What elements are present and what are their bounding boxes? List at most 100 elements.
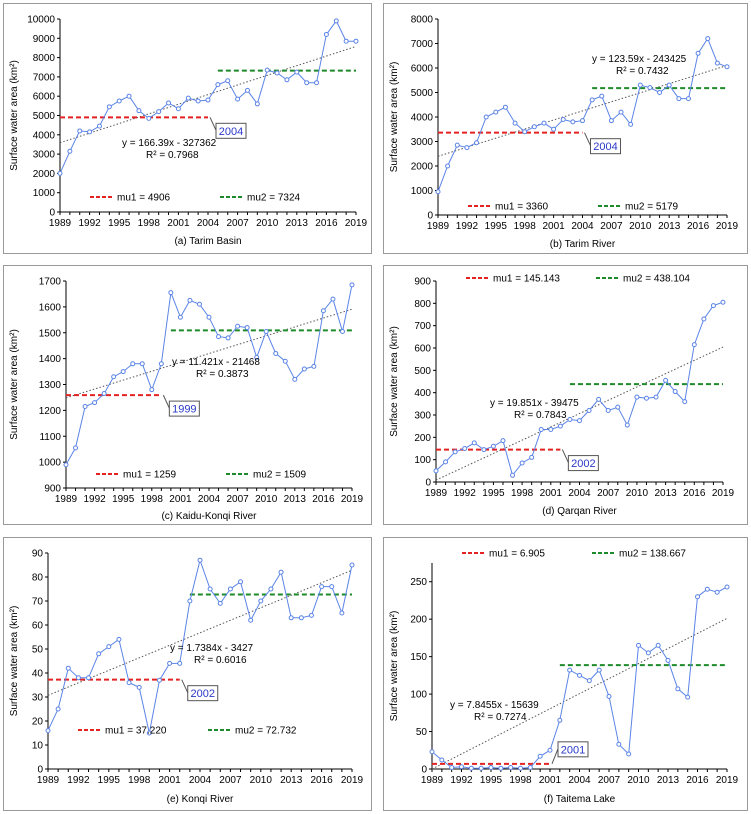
x-tick-label: 1989 [37, 775, 60, 786]
x-tick-label: 1995 [112, 494, 135, 505]
x-tick-label: 1995 [108, 218, 131, 229]
data-point [481, 447, 487, 453]
data-point [73, 445, 79, 451]
x-tick-label: 1992 [450, 775, 473, 786]
data-point [452, 449, 458, 455]
data-point [146, 115, 152, 121]
data-point [695, 50, 701, 56]
y-tick-label: 0 [37, 765, 43, 776]
legend-mu2-label: mu2 = 438.104 [623, 274, 690, 285]
data-point [311, 363, 317, 369]
legend-mu2-label: mu2 = 5179 [625, 202, 679, 213]
change-year-label: 1999 [172, 404, 196, 416]
data-point [156, 677, 162, 683]
x-tick-label: 2016 [312, 494, 335, 505]
data-point [685, 96, 691, 102]
panel-kaidu-konqi-river: 900 1000 1100 1200 1300 1400 1500 1600 1700 1989 1… [3, 265, 372, 525]
x-tick-label: 2001 [539, 775, 562, 786]
x-tick-label: 2013 [657, 775, 680, 786]
data-point [225, 78, 231, 84]
y-tick-label: 90 [32, 549, 44, 560]
data-point [177, 660, 183, 666]
data-point [577, 418, 582, 424]
data-point [710, 303, 716, 309]
y-tick-label: 40 [32, 669, 44, 680]
chart-caption: (d) Qarqan River [542, 506, 617, 517]
legend-mu1-label: mu1 = 1259 [123, 470, 177, 481]
x-tick-label: 2016 [686, 775, 709, 786]
y-tick-label: 200 [414, 433, 431, 444]
data-point [519, 460, 525, 466]
x-tick-label: 2010 [250, 775, 273, 786]
y-tick-label: 300 [414, 411, 431, 422]
y-tick-label: 7000 [411, 39, 434, 50]
y-tick-label: 400 [414, 388, 431, 399]
data-point [294, 69, 300, 75]
data-point [510, 472, 516, 478]
x-tick-label: 2016 [315, 218, 338, 229]
x-tick-label: 1998 [514, 221, 537, 232]
data-point [339, 610, 345, 616]
y-tick-label: 2000 [411, 162, 434, 173]
data-point [330, 296, 336, 302]
y-tick-label: 0 [425, 478, 431, 489]
x-tick-label: 1998 [511, 488, 534, 499]
data-point [304, 80, 310, 86]
data-point [606, 693, 612, 699]
data-point [116, 636, 122, 642]
data-point [288, 615, 294, 621]
change-year-pointer [209, 117, 217, 131]
chart-taitema-lake: 0 50 100 150 200 250 1989 1992 1995 1998 2001 2004 2… [389, 549, 739, 806]
change-year-pointer [181, 679, 189, 693]
data-point [645, 650, 651, 656]
data-point [57, 170, 63, 176]
data-point [628, 121, 634, 127]
y-tick-label: 8000 [411, 15, 434, 26]
data-point [596, 667, 602, 673]
x-tick-label: 2019 [345, 218, 368, 229]
y-axis-label: Surface water area (km²) [389, 326, 400, 437]
data-point [599, 93, 605, 99]
data-point [474, 140, 480, 146]
data-point [63, 462, 69, 468]
x-tick-label: 2013 [286, 218, 309, 229]
x-tick-label: 2010 [255, 494, 278, 505]
x-tick-label: 2001 [540, 488, 563, 499]
y-tick-label: 8000 [33, 53, 56, 64]
x-tick-label: 1989 [427, 221, 450, 232]
change-year-label: 2004 [219, 126, 243, 138]
y-tick-label: 1000 [39, 458, 62, 469]
change-year-label: 2002 [571, 458, 595, 470]
y-tick-label: 1000 [411, 186, 434, 197]
data-point [433, 468, 439, 474]
data-point [216, 334, 222, 340]
data-point [196, 301, 202, 307]
y-tick-label: 1500 [39, 328, 62, 339]
y-tick-label: 10 [32, 741, 44, 752]
data-point [92, 400, 98, 406]
x-tick-label: 2004 [197, 218, 220, 229]
y-tick-label: 1300 [39, 380, 62, 391]
data-point [705, 36, 711, 42]
change-year-label: 2004 [593, 141, 617, 153]
x-tick-label: 1992 [78, 218, 101, 229]
data-point [586, 678, 592, 684]
y-tick-label: 0 [421, 765, 427, 776]
x-tick-label: 2010 [627, 775, 650, 786]
data-point [205, 97, 211, 103]
data-point [353, 38, 359, 44]
x-tick-label: 2019 [712, 488, 735, 499]
data-point [443, 459, 449, 465]
data-point [695, 594, 700, 600]
data-point [166, 100, 172, 106]
y-tick-label: 10000 [27, 15, 55, 26]
data-point [195, 98, 201, 104]
trend-line [437, 64, 728, 157]
data-point [529, 454, 535, 460]
data-point [278, 569, 284, 575]
y-tick-label: 100 [410, 690, 427, 701]
data-point [167, 660, 173, 666]
y-axis-label: Surface water area (km²) [389, 611, 400, 722]
x-tick-label: 2013 [284, 494, 307, 505]
x-tick-label: 2007 [226, 494, 249, 505]
